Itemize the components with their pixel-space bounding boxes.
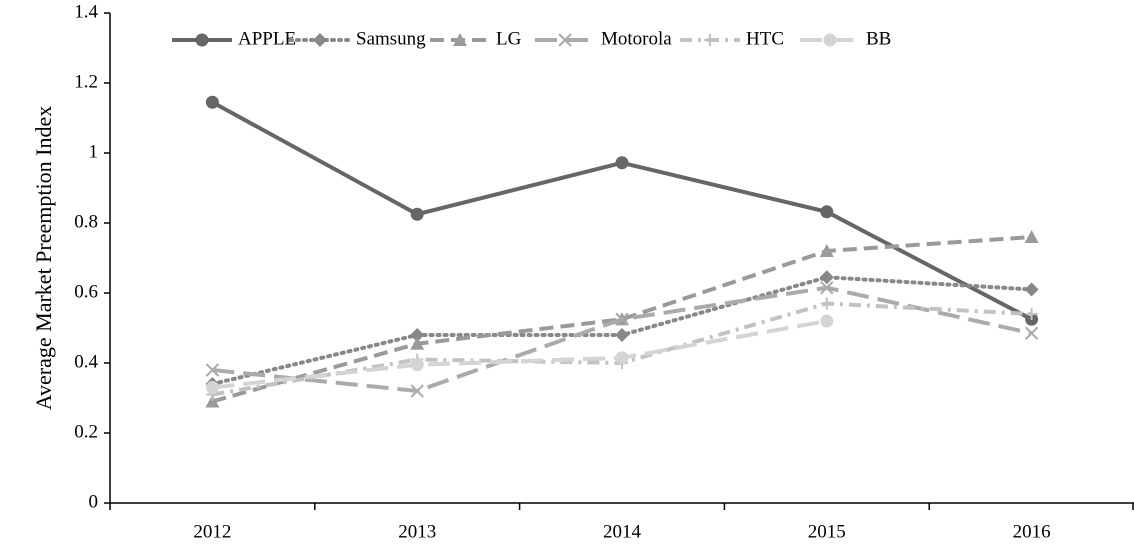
data-point <box>205 95 219 109</box>
legend-label: APPLE <box>238 28 296 49</box>
data-point <box>820 297 833 310</box>
x-tick-label: 2015 <box>808 521 846 542</box>
y-tick-label: 0.8 <box>74 211 98 232</box>
legend-label: HTC <box>746 28 784 49</box>
series-line <box>211 235 1032 404</box>
y-tick-label: 1.2 <box>74 71 98 92</box>
data-point <box>1024 230 1039 243</box>
data-point <box>410 336 425 350</box>
legend-marker <box>195 33 209 47</box>
legend-marker <box>453 33 467 46</box>
data-point <box>820 281 834 295</box>
data-point <box>410 384 424 398</box>
legend-marker <box>558 33 572 47</box>
y-tick-label: 0.4 <box>74 351 98 372</box>
data-point <box>410 358 424 372</box>
legend-label: LG <box>496 28 522 49</box>
data-point <box>205 381 219 394</box>
x-tick-label: 2014 <box>603 521 642 542</box>
data-point <box>615 312 629 326</box>
data-point <box>205 394 220 408</box>
data-point <box>615 328 629 342</box>
x-tick-label: 2016 <box>1013 521 1051 542</box>
y-tick-label: 0 <box>89 491 99 512</box>
data-point <box>820 205 834 219</box>
data-point <box>410 207 424 221</box>
y-axis-label: Average Market Preemption Index <box>31 106 56 410</box>
series-line <box>211 100 1033 322</box>
data-point <box>205 363 220 377</box>
y-tick-label: 0.6 <box>74 281 98 302</box>
data-point <box>820 314 834 328</box>
legend-label: Motorola <box>601 28 672 49</box>
x-tick-label: 2012 <box>193 521 231 542</box>
data-point <box>1025 308 1038 320</box>
data-point <box>615 351 629 365</box>
data-point <box>1024 282 1039 297</box>
data-point <box>615 156 629 170</box>
data-point <box>819 270 834 285</box>
legend-marker <box>313 33 327 47</box>
legend-label: Samsung <box>356 28 426 49</box>
data-point <box>1024 326 1039 340</box>
legend-marker <box>823 33 837 47</box>
legend-marker <box>704 34 716 46</box>
series-line <box>212 319 828 390</box>
legend-label: BB <box>866 28 891 49</box>
y-tick-label: 0.2 <box>74 421 98 442</box>
x-tick-label: 2013 <box>398 521 436 542</box>
data-point <box>819 244 834 257</box>
y-tick-label: 1.4 <box>74 1 98 22</box>
y-tick-label: 1 <box>89 141 99 162</box>
data-point <box>410 328 425 342</box>
